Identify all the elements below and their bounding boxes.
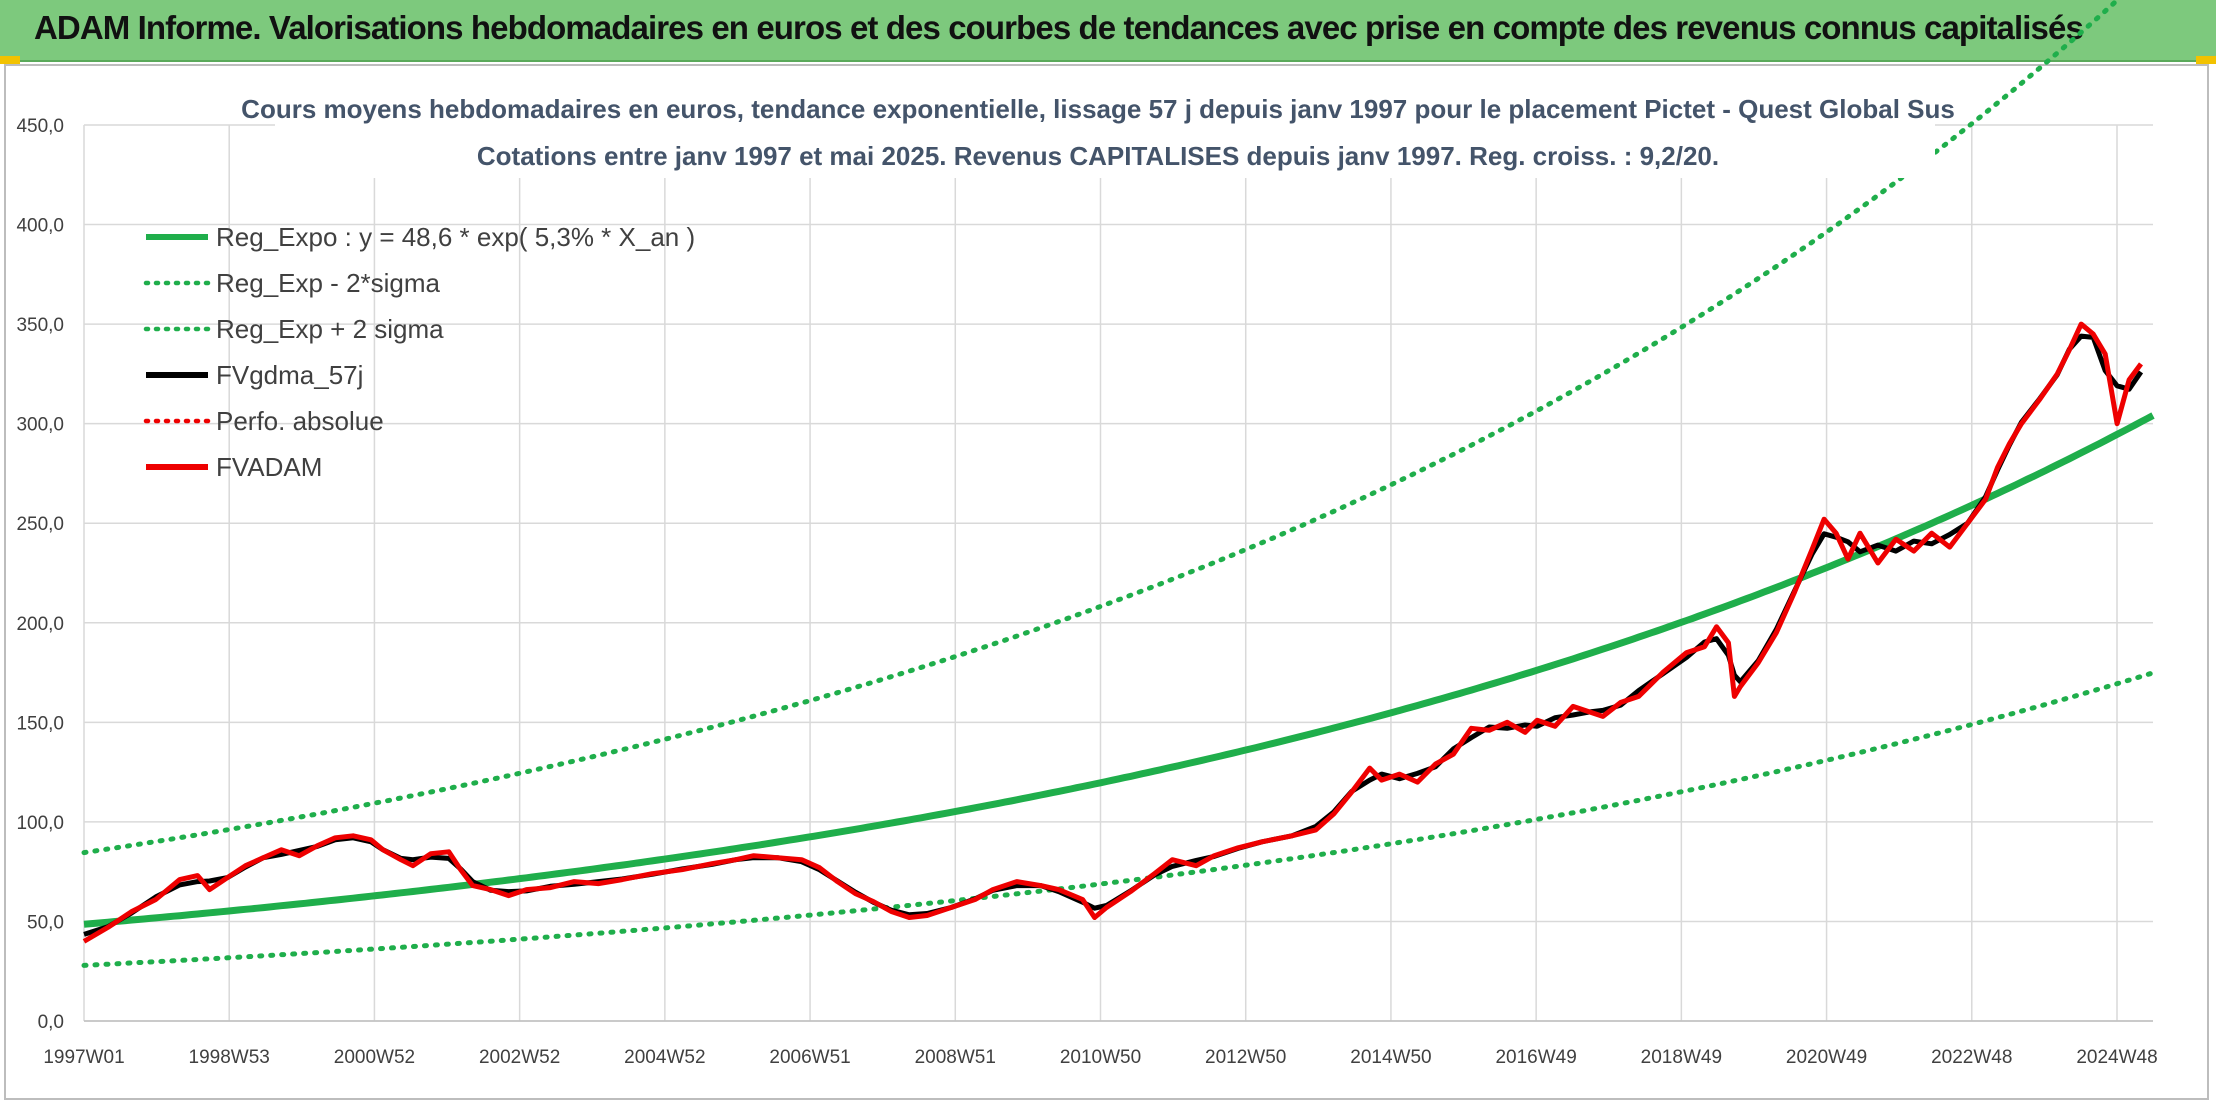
x-tick-label: 2014W50 xyxy=(1350,1047,1431,1068)
legend-label: Reg_Exp + 2 sigma xyxy=(216,314,444,344)
legend: Reg_Expo : y = 48,6 * exp( 5,3% * X_an )… xyxy=(143,222,695,482)
title-background xyxy=(275,88,1935,178)
series-price xyxy=(82,321,2144,944)
report-title: ADAM Informe. Valorisations hebdomadaire… xyxy=(34,9,2084,46)
x-tick-label: 2010W50 xyxy=(1060,1047,1141,1068)
x-tick-label: 2022W48 xyxy=(1931,1047,2012,1068)
legend-label: FVgdma_57j xyxy=(216,360,363,390)
y-tick-label: 200,0 xyxy=(16,614,64,635)
x-tick-label: 2002W52 xyxy=(479,1047,560,1068)
x-tick-label: 1997W01 xyxy=(43,1047,124,1068)
y-tick-label: 100,0 xyxy=(16,813,64,834)
x-tick-label: 2016W49 xyxy=(1495,1047,1576,1068)
y-tick-label: 350,0 xyxy=(16,315,64,336)
y-tick-label: 50,0 xyxy=(27,912,64,933)
series-moving-average xyxy=(83,333,2144,937)
y-tick-label: 300,0 xyxy=(16,415,64,436)
y-tick-label: 250,0 xyxy=(16,514,64,535)
chart-frame xyxy=(4,64,2209,1100)
series-regression xyxy=(83,412,2155,928)
series-upper-band xyxy=(81,0,2122,856)
y-tick-label: 400,0 xyxy=(16,216,64,237)
x-tick-label: 2018W49 xyxy=(1641,1047,1722,1068)
x-tick-label: 2020W49 xyxy=(1786,1047,1867,1068)
chart-subtitle: Cotations entre janv 1997 et mai 2025. R… xyxy=(477,141,1719,171)
legend-label: FVADAM xyxy=(216,452,322,482)
series-layer xyxy=(81,0,2156,968)
x-tick-label: 2000W52 xyxy=(334,1047,415,1068)
x-tick-label: 2006W51 xyxy=(769,1047,850,1068)
y-tick-label: 0,0 xyxy=(38,1012,64,1033)
report-banner: ADAM Informe. Valorisations hebdomadaire… xyxy=(0,0,2216,62)
gridlines xyxy=(83,124,2153,1022)
legend-label: Reg_Expo : y = 48,6 * exp( 5,3% * X_an ) xyxy=(216,222,695,252)
series-lower-band xyxy=(81,670,2156,968)
x-tick-label: 2012W50 xyxy=(1205,1047,1286,1068)
x-tick-label: 2008W51 xyxy=(915,1047,996,1068)
y-tick-label: 450,0 xyxy=(16,116,64,137)
x-tick-label: 2004W52 xyxy=(624,1047,705,1068)
x-tick-label: 1998W53 xyxy=(189,1047,270,1068)
legend-label: Perfo. absolue xyxy=(216,406,384,436)
chart-title: Cours moyens hebdomadaires en euros, ten… xyxy=(241,94,1955,124)
corner-marker-left xyxy=(0,56,20,64)
corner-marker-right xyxy=(2196,56,2216,64)
legend-label: Reg_Exp - 2*sigma xyxy=(216,268,441,298)
x-axis: 1997W01 1998W53 2000W52 2002W52 2004W52 2006W… xyxy=(43,1047,2157,1068)
y-axis: 0,0 50,0 100,0 150,0 200,0 250,0 300,0 350,0 400… xyxy=(16,116,64,1033)
y-tick-label: 150,0 xyxy=(16,713,64,734)
x-tick-label: 2024W48 xyxy=(2076,1047,2157,1068)
